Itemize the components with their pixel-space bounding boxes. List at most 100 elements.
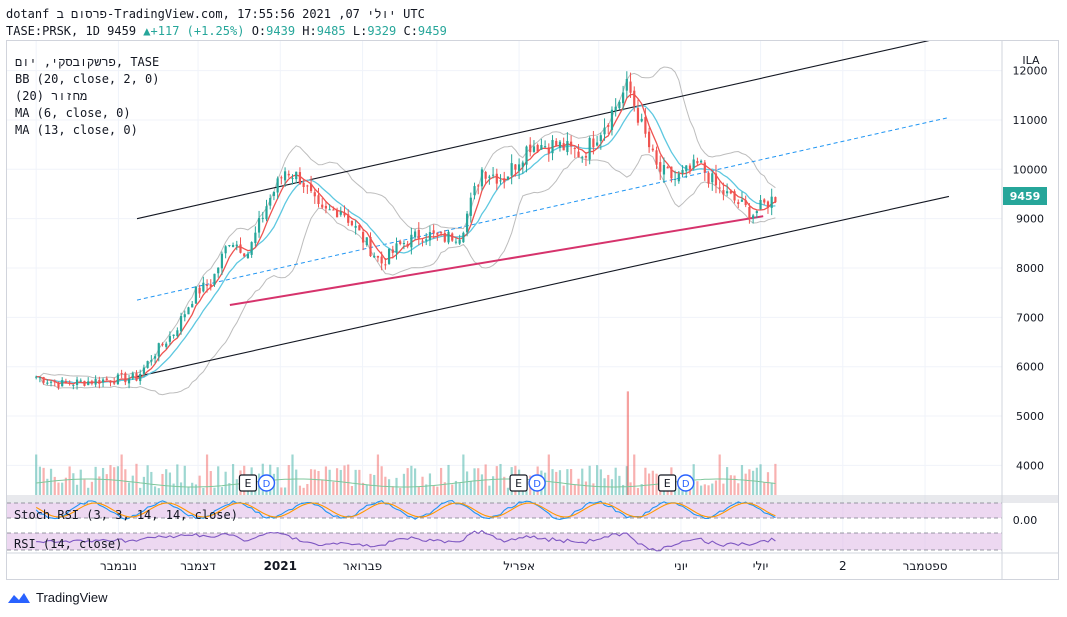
candle-body	[317, 195, 320, 205]
candle-body	[636, 108, 640, 123]
volume-bar	[339, 469, 342, 495]
chart-frame[interactable]	[6, 40, 1059, 580]
candle-body	[532, 146, 536, 152]
time-tick-label: אפריל	[503, 559, 535, 573]
candle-body	[514, 164, 517, 170]
candle-body	[161, 343, 164, 346]
volume-bar	[146, 465, 149, 495]
open-value: 9439	[266, 24, 296, 38]
close-value: 9459	[417, 24, 447, 38]
volume-bar	[98, 476, 101, 495]
volume-bar	[458, 483, 461, 495]
volume-bar	[287, 465, 290, 495]
volume-bar	[283, 487, 287, 495]
candle-body	[726, 191, 729, 194]
low-value: 9329	[367, 24, 397, 38]
volume-bar	[231, 464, 235, 495]
volume-bar	[443, 482, 446, 495]
volume-bar	[700, 485, 703, 495]
time-tick-label: דצמבר	[180, 559, 216, 573]
volume-bar	[291, 454, 294, 495]
pane-separator	[7, 495, 1059, 503]
candle-body	[90, 381, 94, 384]
volume-bar	[384, 476, 387, 495]
ma13-line	[36, 105, 776, 384]
volume-bar	[168, 472, 172, 495]
candle-body	[406, 243, 409, 247]
candle-body	[752, 215, 755, 219]
candle-body	[588, 137, 591, 160]
candle-body	[521, 162, 524, 167]
trend-lines[interactable]	[136, 36, 950, 378]
volume-bar	[202, 487, 205, 495]
candle-body	[707, 172, 710, 184]
volume-bar	[135, 463, 138, 495]
candle-body	[46, 382, 49, 384]
volume-bar	[644, 467, 647, 495]
brand-name: TradingView	[36, 590, 108, 605]
candle-body	[733, 191, 736, 201]
candle-body	[94, 379, 97, 385]
candle-body	[432, 230, 435, 234]
candle-body	[239, 244, 242, 253]
candle-body	[124, 373, 127, 383]
volume-bar	[90, 481, 94, 495]
candle-body	[633, 90, 636, 106]
time-tick-label: יוני	[674, 559, 687, 573]
candle-body	[343, 213, 346, 216]
volume-bar	[744, 473, 747, 495]
candle-body	[391, 249, 394, 253]
legend-item: BB (20, close, 2, 0)	[15, 72, 160, 86]
volume-bar	[161, 473, 164, 495]
candle-body	[321, 204, 324, 208]
candle-body	[387, 248, 391, 264]
candle-body	[168, 336, 172, 342]
earnings-box	[658, 474, 677, 492]
candle-body	[272, 192, 276, 196]
candle-body	[491, 174, 495, 176]
volume-bar	[774, 463, 777, 495]
volume-bar	[473, 468, 476, 495]
bb-lower-line	[36, 154, 776, 396]
candlesticks[interactable]	[35, 71, 777, 390]
candle-body	[625, 78, 628, 91]
candle-body	[384, 264, 387, 266]
candle-body	[555, 140, 558, 146]
volume-bar	[711, 483, 714, 495]
volume-bar	[235, 479, 238, 495]
candle-body	[302, 182, 305, 187]
candle-body	[465, 213, 469, 233]
candle-body	[677, 173, 680, 182]
moving-averages	[36, 93, 776, 385]
footer[interactable]: TradingView	[6, 590, 108, 605]
currency-label: ILA	[1022, 54, 1040, 67]
trendline-support	[229, 215, 764, 306]
candle-body	[373, 255, 376, 258]
candle-body	[291, 178, 294, 180]
candle-body	[469, 197, 472, 216]
candle-body	[670, 166, 673, 179]
legend: פרשקובסקי, יום, TASE BB (20, close, 2, 0)…	[15, 54, 160, 139]
price-tick-label: 5000	[1016, 410, 1044, 423]
stoch-rsi-label: Stoch RSI (3, 3, 14, 14, close)	[14, 508, 238, 522]
volume-bar	[127, 482, 131, 495]
volume-bar	[573, 484, 576, 495]
candle-body	[662, 164, 666, 175]
high-value: 9485	[316, 24, 346, 38]
candle-body	[269, 197, 272, 206]
volume-bar	[358, 469, 361, 495]
rsi-label: RSI (14, close)	[14, 537, 122, 551]
candle-body	[562, 143, 565, 151]
last-price: 9459	[107, 24, 137, 38]
stoch-k-line	[35, 500, 776, 520]
dividend-label: D	[682, 479, 690, 490]
legend-item: מחזור (20)	[15, 89, 88, 103]
volume-bar	[142, 476, 146, 495]
candle-body	[718, 187, 721, 189]
candle-body	[139, 373, 142, 382]
